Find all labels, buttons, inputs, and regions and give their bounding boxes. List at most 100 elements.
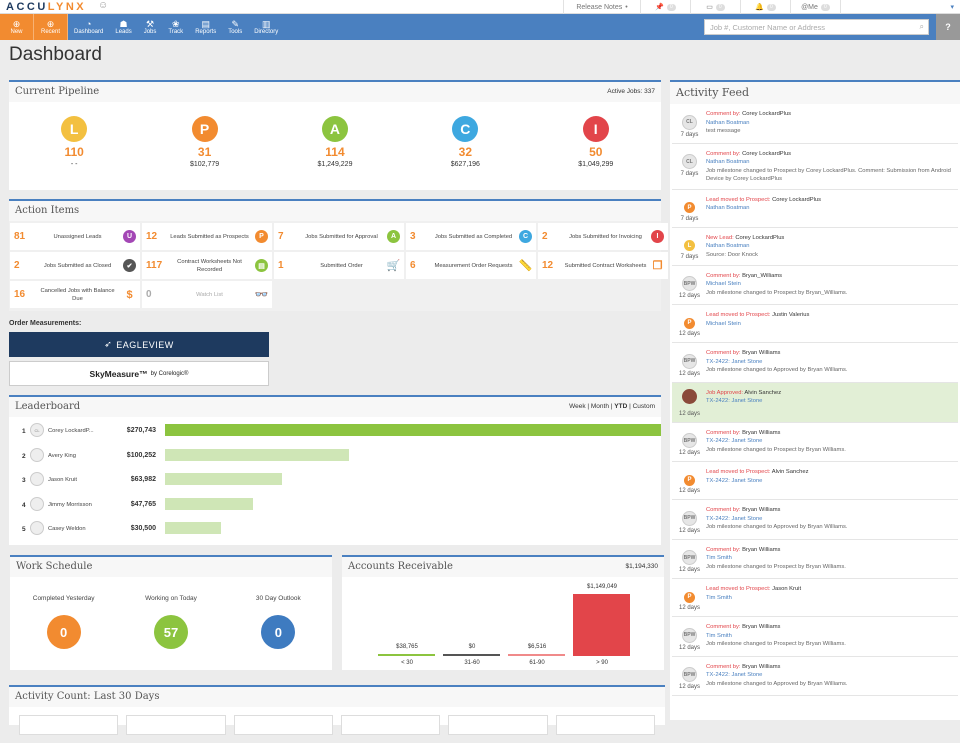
activity-feed-panel[interactable]: Activity Feed CL 7 days Comment by: Corey …	[670, 80, 960, 720]
action-item[interactable]: 1 Submitted Order 🛒	[274, 252, 404, 279]
feed-item[interactable]: BPW 12 days Comment by: Bryan_Williams Mich…	[672, 266, 958, 305]
feed-item-body: Lead moved to Prospect: Justin Valerius M…	[703, 311, 954, 337]
feed-item-link[interactable]: Nathan Boatman	[706, 205, 750, 211]
mentions-button[interactable]: @Me 0	[790, 0, 840, 14]
feed-item-header: Lead moved to Prospect: Corey LockardPlu…	[706, 196, 954, 205]
action-item[interactable]: 12 Submitted Contract Worksheets ❐	[538, 252, 668, 279]
feed-item-link[interactable]: TX-2422: Janet Stone	[706, 438, 763, 444]
feed-item[interactable]: BPW 12 days Comment by: Bryan Williams TX-2…	[672, 423, 958, 462]
avatar: BPW	[682, 510, 697, 526]
feed-item[interactable]: BPW 12 days Comment by: Bryan Williams Tim …	[672, 617, 958, 657]
nav-recent-button[interactable]: ⊕ Recent	[34, 14, 68, 40]
feed-item[interactable]: BPW 12 days Comment by: Bryan Williams TX-2…	[672, 343, 958, 383]
user-menu-dropdown[interactable]: ▾	[840, 0, 960, 14]
feed-item[interactable]: P 12 days Lead moved to Prospect: Jason Kr…	[672, 579, 958, 617]
search-icon[interactable]: ⌕	[919, 22, 924, 31]
feed-item-link[interactable]: Tim Smith	[706, 632, 732, 639]
action-item[interactable]: 6 Measurement Order Requests 📏	[406, 252, 536, 279]
leaderboard-row[interactable]: 5 Casey Weldon $30,500	[9, 518, 661, 543]
mentions-count: 0	[820, 3, 830, 11]
feed-item[interactable]: 12 days Job Approved: Alvin Sanchez TX-242…	[672, 382, 958, 423]
feed-item-link[interactable]: Nathan Boatman	[706, 243, 750, 249]
nav-track-button[interactable]: ❀ Track	[162, 14, 189, 40]
avatar: BPW	[682, 433, 697, 448]
eagleview-button[interactable]: ➶ EAGLEVIEW	[9, 332, 269, 357]
nav-reports-button[interactable]: ▤ Reports	[189, 14, 222, 40]
ar-bar[interactable]	[508, 654, 565, 656]
work-schedule-item[interactable]: Completed Yesterday 0	[29, 595, 99, 649]
nav-jobs-button[interactable]: ⚒ Jobs	[138, 14, 163, 40]
ar-bar[interactable]	[378, 653, 435, 656]
feed-item-link[interactable]: TX-2422: Janet Stone	[706, 672, 763, 678]
action-item[interactable]: 117 Contract Worksheets Not Recorded ▤	[142, 252, 272, 279]
feed-item[interactable]: P 12 days Lead moved to Prospect: Justin V…	[672, 305, 958, 343]
nav-directory-button[interactable]: ▥ Directory	[248, 14, 284, 40]
calendar-button[interactable]: ▭ 0	[690, 0, 740, 14]
feed-item-link[interactable]: Michael Stein	[706, 320, 741, 327]
leaderboard-row[interactable]: 3 Jason Kruit $63,982	[9, 469, 661, 494]
feed-item[interactable]: BPW 12 days Comment by: Bryan Williams Tim …	[672, 540, 958, 579]
feed-item-link[interactable]: TX-2422: Janet Stone	[706, 358, 763, 365]
feed-item[interactable]: CL 7 days Comment by: Corey LockardPlus Nat…	[672, 104, 958, 144]
feed-item-link[interactable]: Tim Smith	[706, 555, 732, 561]
release-notes-link[interactable]: Release Notes •	[563, 0, 640, 14]
leaderboard-row[interactable]: 4 Jimmy Morrisson $47,765	[9, 494, 661, 519]
period-week-link[interactable]: Week	[569, 403, 586, 410]
feed-item[interactable]: CL 7 days Comment by: Corey LockardPlus Nat…	[672, 144, 958, 190]
action-item[interactable]: 0 Watch List 👓	[142, 281, 272, 308]
feed-item-age: 12 days	[678, 605, 700, 611]
feed-item-link[interactable]: TX-2422: Janet Stone	[706, 398, 763, 404]
work-schedule-label: Completed Yesterday	[32, 595, 95, 602]
period-month-link[interactable]: Month	[590, 403, 609, 410]
nav-dashboard-button[interactable]: ◔ Dashboard	[68, 14, 109, 40]
ar-bar[interactable]	[573, 594, 630, 656]
feed-item-link[interactable]: TX-2422: Janet Stone	[706, 515, 763, 522]
action-item[interactable]: 16 Cancelled Jobs with Balance Due $	[10, 281, 140, 308]
period-ytd-link[interactable]: YTD	[614, 403, 628, 410]
feed-item[interactable]: BPW 12 days Comment by: Bryan Williams TX-2…	[672, 657, 958, 696]
work-schedule-item[interactable]: Working on Today 57	[136, 595, 206, 649]
feed-item[interactable]: BPW 12 days Comment by: Bryan Williams TX-2…	[672, 500, 958, 540]
nav-leads-button[interactable]: ☗ Leads	[109, 14, 137, 40]
action-item[interactable]: 3 Jobs Submitted as Completed C	[406, 223, 536, 250]
pins-button[interactable]: 📌 0	[640, 0, 690, 14]
pipeline-stage-l[interactable]: L 110 - -	[24, 116, 124, 168]
search-input[interactable]: Job #, Customer Name or Address ⌕	[704, 19, 929, 35]
skymeasure-button[interactable]: SkyMeasure™ by Corelogic®	[9, 361, 269, 386]
document-icon: ▤	[201, 19, 210, 29]
feed-item[interactable]: P 7 days Lead moved to Prospect: Corey Loc…	[672, 190, 958, 228]
stage-count: 114	[325, 145, 345, 159]
pipeline-stage-i[interactable]: I 50 $1,049,299	[546, 116, 646, 168]
feed-item-link[interactable]: TX-2422: Janet Stone	[706, 477, 763, 484]
leaderboard-row[interactable]: 1 CL Corey LockardP... $270,743	[9, 420, 661, 445]
help-button[interactable]: ?	[936, 14, 960, 40]
feed-item-link[interactable]: Tim Smith	[706, 594, 732, 601]
pipeline-stage-a[interactable]: A 114 $1,249,229	[285, 116, 385, 168]
feed-item[interactable]: P 12 days Lead moved to Prospect: Alvin Sa…	[672, 462, 958, 500]
notifications-count: 0	[766, 3, 776, 11]
work-schedule-item[interactable]: 30 Day Outlook 0	[243, 595, 313, 649]
action-item[interactable]: 81 Unassigned Leads U	[10, 223, 140, 250]
nav-new-button[interactable]: ⊕ New	[0, 14, 34, 40]
action-item[interactable]: 7 Jobs Submitted for Approval A	[274, 223, 404, 250]
action-item[interactable]: 2 Jobs Submitted for Invoicing I	[538, 223, 668, 250]
period-custom-link[interactable]: Custom	[632, 403, 655, 410]
user-name: Avery King	[48, 452, 76, 459]
feed-item-link[interactable]: Michael Stein	[706, 281, 741, 287]
feed-item-link[interactable]: Nathan Boatman	[706, 119, 750, 126]
leaderboard-row[interactable]: 2 Avery King $100,252	[9, 445, 661, 470]
notifications-button[interactable]: 🔔 0	[740, 0, 790, 14]
work-schedule-label: 30 Day Outlook	[255, 595, 301, 602]
pipeline-stage-p[interactable]: P 31 $102,779	[155, 116, 255, 168]
nav-tools-button[interactable]: ✎ Tools	[222, 14, 248, 40]
action-item[interactable]: 2 Jobs Submitted as Closed ✔	[10, 252, 140, 279]
acculynx-logo[interactable]: ACCULYNX	[6, 1, 86, 13]
feed-item-link[interactable]: Nathan Boatman	[706, 159, 750, 165]
feed-item-age: 12 days	[678, 370, 700, 377]
user-name: Jason Kruit	[48, 477, 77, 483]
action-item[interactable]: 12 Leads Submitted as Prospects P	[142, 223, 272, 250]
pipeline-stage-c[interactable]: C 32 $627,196	[415, 116, 515, 168]
ar-bar[interactable]	[443, 654, 500, 656]
action-item-icon: U	[123, 230, 136, 243]
